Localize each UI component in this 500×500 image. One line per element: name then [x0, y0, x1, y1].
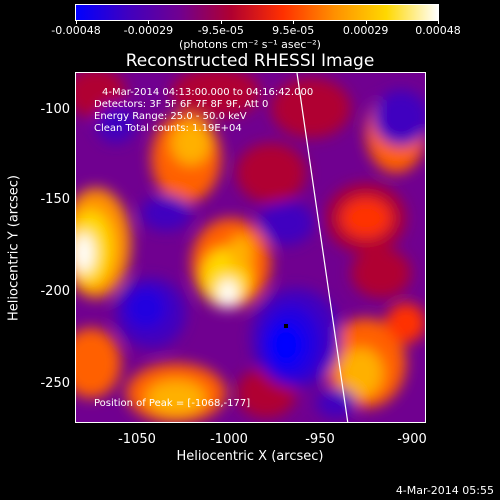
colorbar: [75, 4, 439, 21]
colorbar-units: (photons cm⁻² s⁻¹ asec⁻²): [179, 38, 321, 51]
info-detectors: Detectors: 3F 5F 6F 7F 8F 9F, Att 0: [94, 99, 269, 110]
colorbar-tick-label: 9.5e-05: [272, 24, 315, 37]
info-clean-counts: Clean Total counts: 1.19E+04: [94, 123, 242, 134]
colorbar-tick-label: -0.00029: [123, 24, 174, 37]
plot-timestamp: 4-Mar-2014 05:55: [395, 484, 494, 497]
x-tick-label: -900: [397, 432, 427, 447]
y-tick-label: -150: [40, 192, 70, 207]
colorbar-tick-label: -0.00048: [51, 24, 101, 37]
solar-limb-line: [296, 73, 349, 422]
colorbar-tick: [293, 20, 295, 24]
colorbar-tick: [220, 20, 222, 24]
x-tick-label: -950: [305, 432, 335, 447]
colorbar-tick: [438, 20, 439, 24]
peak-marker: [284, 324, 288, 328]
colorbar-tick-label: 0.00029: [342, 24, 389, 37]
info-energy-range: Energy Range: 25.0 - 50.0 keV: [94, 111, 247, 122]
y-tick-label: -100: [40, 102, 70, 117]
intensity-blobs: [76, 73, 425, 422]
y-axis-title: Heliocentric Y (arcsec): [6, 175, 22, 321]
image-plot[interactable]: 4-Mar-2014 04:13:00.000 to 04:16:42.000 …: [75, 72, 426, 423]
colorbar-tick-label: -9.5e-05: [197, 24, 244, 37]
colorbar-tick: [365, 20, 367, 24]
colorbar-tick-label: 0.00048: [415, 24, 461, 37]
info-time-range: 4-Mar-2014 04:13:00.000 to 04:16:42.000: [102, 87, 314, 98]
x-tick-label: -1000: [210, 432, 248, 447]
rhessi-image: [76, 73, 425, 422]
y-tick-label: -200: [40, 284, 70, 299]
x-tick-label: -1050: [118, 432, 156, 447]
colorbar-tick: [76, 20, 77, 24]
plot-title: Reconstructed RHESSI Image: [125, 51, 375, 71]
x-axis-title: Heliocentric X (arcsec): [176, 449, 324, 464]
y-tick-label: -250: [40, 376, 70, 391]
peak-position-label: Position of Peak = [-1068,-177]: [94, 398, 251, 409]
colorbar-tick: [148, 20, 150, 24]
